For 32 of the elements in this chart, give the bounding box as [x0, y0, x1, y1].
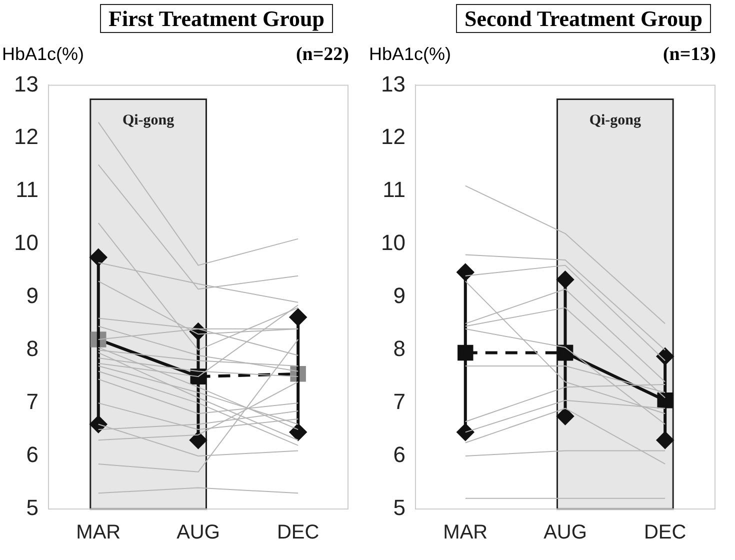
chart-title: Second Treatment Group [456, 4, 712, 33]
y-tick-label: 11 [382, 177, 406, 202]
y-tick-label: 13 [14, 71, 38, 96]
y-tick-label: 8 [393, 336, 406, 362]
y-tick-label: 5 [393, 495, 406, 520]
x-tick-label: AUG [544, 522, 587, 544]
chart-subtitle: (n=22) [296, 44, 349, 66]
x-tick-label: AUG [176, 522, 220, 544]
x-tick-label: MAR [76, 522, 121, 544]
y-axis-title: HbA1c(%) [2, 44, 84, 65]
y-tick-label: 11 [16, 177, 38, 202]
band-label: Qi-gong [122, 112, 175, 129]
y-tick-label: 12 [14, 124, 38, 150]
y-tick-label: 7 [393, 389, 406, 414]
y-tick-label: 13 [380, 71, 406, 96]
chart-title: First Treatment Group [100, 4, 334, 33]
y-tick-label: 6 [26, 442, 38, 468]
y-tick-label: 12 [380, 124, 406, 150]
y-tick-label: 9 [393, 283, 406, 308]
y-tick-label: 9 [26, 283, 38, 308]
y-tick-label: 6 [393, 442, 406, 468]
y-tick-label: 5 [26, 495, 38, 520]
x-tick-label: DEC [644, 522, 686, 544]
x-tick-label: DEC [276, 522, 320, 544]
y-axis-title: HbA1c(%) [369, 44, 452, 65]
y-tick-label: 10 [380, 230, 406, 256]
y-tick-label: 8 [26, 336, 38, 362]
x-tick-label: MAR [443, 522, 488, 544]
y-tick-label: 10 [14, 230, 38, 256]
band-label: Qi-gong [589, 112, 642, 129]
y-tick-label: 7 [26, 389, 38, 414]
chart-subtitle: (n=13) [662, 44, 716, 66]
